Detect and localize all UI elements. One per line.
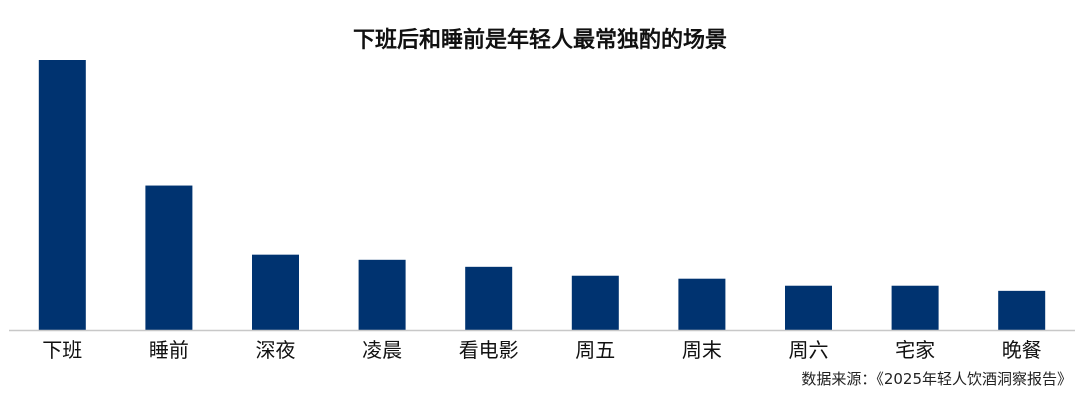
bar-凌晨	[358, 259, 406, 330]
x-tick-label: 宅家	[895, 338, 935, 362]
x-tick-label: 看电影	[459, 338, 519, 362]
x-tick-label: 凌晨	[362, 338, 402, 362]
bar-晚餐	[998, 290, 1046, 330]
x-tick-label: 周末	[682, 338, 722, 362]
bar-周五	[571, 275, 619, 330]
x-tick-label: 晚餐	[1002, 338, 1042, 362]
x-tick-label: 深夜	[256, 338, 296, 362]
chart-title: 下班后和睡前是年轻人最常独酌的场景	[352, 28, 727, 53]
bar-看电影	[465, 266, 513, 330]
data-source: 数据来源：《2025年轻人饮酒洞察报告》	[801, 370, 1072, 388]
x-tick-label: 周六	[789, 338, 829, 362]
x-tick-label: 下班	[42, 338, 82, 362]
bar-下班	[38, 60, 86, 330]
bar-宅家	[891, 285, 939, 330]
x-tick-label: 周五	[575, 338, 615, 362]
x-tick-label: 睡前	[149, 338, 189, 362]
bar-睡前	[145, 185, 193, 330]
bar-深夜	[252, 254, 299, 330]
bar-周六	[785, 285, 832, 330]
bar-周末	[678, 278, 726, 330]
